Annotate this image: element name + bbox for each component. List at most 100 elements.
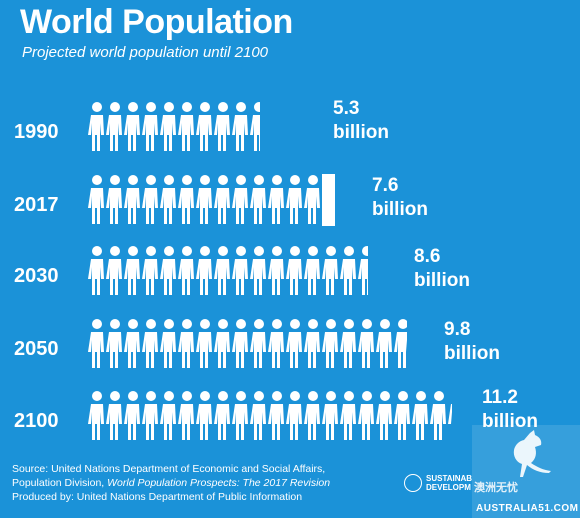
person-icon	[178, 390, 196, 442]
person-icon	[376, 390, 394, 442]
person-icon	[196, 390, 214, 442]
person-icon	[178, 101, 196, 153]
population-value: 5.3 billion	[333, 97, 389, 145]
year-label: 2030	[14, 265, 59, 287]
person-icon	[304, 390, 322, 442]
population-number: 11.2	[482, 387, 518, 408]
person-icon	[160, 245, 178, 297]
people-icons	[88, 318, 407, 370]
person-icon	[322, 318, 340, 370]
page-title: World Population	[20, 3, 293, 41]
person-icon	[142, 245, 160, 297]
source-text: Population Division,	[12, 477, 108, 489]
person-icon	[232, 390, 250, 442]
population-value: 9.8 billion	[444, 318, 500, 366]
year-label: 2050	[14, 338, 59, 360]
person-icon	[196, 174, 214, 226]
person-icon	[358, 318, 376, 370]
logo-text-line: DEVELOPM	[426, 483, 471, 492]
population-value: 11.2 billion	[482, 386, 538, 434]
person-icon	[178, 318, 196, 370]
person-icon	[124, 390, 142, 442]
source-note: Source: United Nations Department of Eco…	[12, 462, 330, 504]
population-value: 8.6 billion	[414, 245, 470, 293]
logo-text: SUSTAINAB DEVELOPM	[426, 474, 472, 492]
person-icon	[376, 318, 394, 370]
population-number: 7.6	[372, 175, 399, 196]
source-publication: World Population Prospects: The 2017 Rev…	[107, 477, 331, 489]
person-icon	[250, 245, 268, 297]
person-icon	[214, 318, 232, 370]
person-icon	[322, 245, 340, 297]
person-icon	[160, 174, 178, 226]
person-icon	[178, 245, 196, 297]
person-icon	[412, 390, 430, 442]
person-icon	[196, 245, 214, 297]
person-icon	[394, 390, 412, 442]
person-icon	[304, 245, 322, 297]
person-icon	[88, 245, 106, 297]
population-row-1990: 1990 5.3 billion	[0, 98, 580, 171]
person-icon	[88, 101, 106, 153]
people-icons	[88, 390, 452, 442]
person-icon	[214, 174, 232, 226]
watermark: 澳洲无忧 AUSTRALIA51.COM	[472, 425, 580, 518]
population-value: 7.6 billion	[372, 174, 428, 222]
person-icon	[250, 174, 268, 226]
person-icon	[160, 318, 178, 370]
person-icon	[214, 390, 232, 442]
person-icon	[88, 318, 106, 370]
population-unit: billion	[482, 411, 538, 432]
person-icon	[124, 101, 142, 153]
person-icon	[124, 318, 142, 370]
person-icon	[304, 318, 322, 370]
producer-line: Produced by: United Nations Department o…	[12, 491, 303, 503]
person-icon	[142, 318, 160, 370]
person-icon	[160, 101, 178, 153]
watermark-text: 澳洲无忧	[474, 482, 518, 494]
population-unit: billion	[414, 270, 470, 291]
person-icon	[286, 318, 304, 370]
year-label: 2017	[14, 194, 59, 216]
person-icon	[196, 101, 214, 153]
person-icon	[250, 390, 268, 442]
person-icon	[232, 318, 250, 370]
population-row-2100: 2100 11.2 billion	[0, 387, 580, 460]
person-icon	[106, 390, 124, 442]
source-line: Population Division, World Population Pr…	[12, 476, 330, 490]
person-icon	[448, 390, 452, 442]
person-icon	[286, 245, 304, 297]
population-row-2030: 2030 8.6 billion	[0, 245, 580, 315]
person-icon	[106, 174, 124, 226]
population-number: 5.3	[333, 98, 360, 119]
person-icon	[178, 174, 196, 226]
person-icon	[142, 390, 160, 442]
person-icon	[214, 245, 232, 297]
person-icon	[124, 245, 142, 297]
source-line: Source: United Nations Department of Eco…	[12, 463, 326, 475]
year-label: 2100	[14, 410, 59, 432]
person-icon	[304, 174, 322, 226]
year-label: 1990	[14, 121, 59, 143]
person-icon	[340, 390, 358, 442]
person-icon	[232, 101, 250, 153]
people-icons	[88, 245, 368, 297]
un-emblem-icon	[404, 474, 422, 492]
page-subtitle: Projected world population until 2100	[22, 44, 268, 61]
person-icon	[232, 174, 250, 226]
person-icon	[286, 390, 304, 442]
person-icon	[268, 245, 286, 297]
person-icon	[322, 390, 340, 442]
person-icon	[214, 101, 232, 153]
person-icon	[268, 390, 286, 442]
person-icon	[160, 390, 178, 442]
person-icon	[286, 174, 304, 226]
person-icon	[268, 318, 286, 370]
person-icon	[196, 318, 214, 370]
population-unit: billion	[444, 343, 500, 364]
person-icon	[340, 318, 358, 370]
person-icon	[250, 318, 268, 370]
person-icon	[106, 318, 124, 370]
person-icon	[394, 318, 407, 370]
person-icon	[142, 101, 160, 153]
